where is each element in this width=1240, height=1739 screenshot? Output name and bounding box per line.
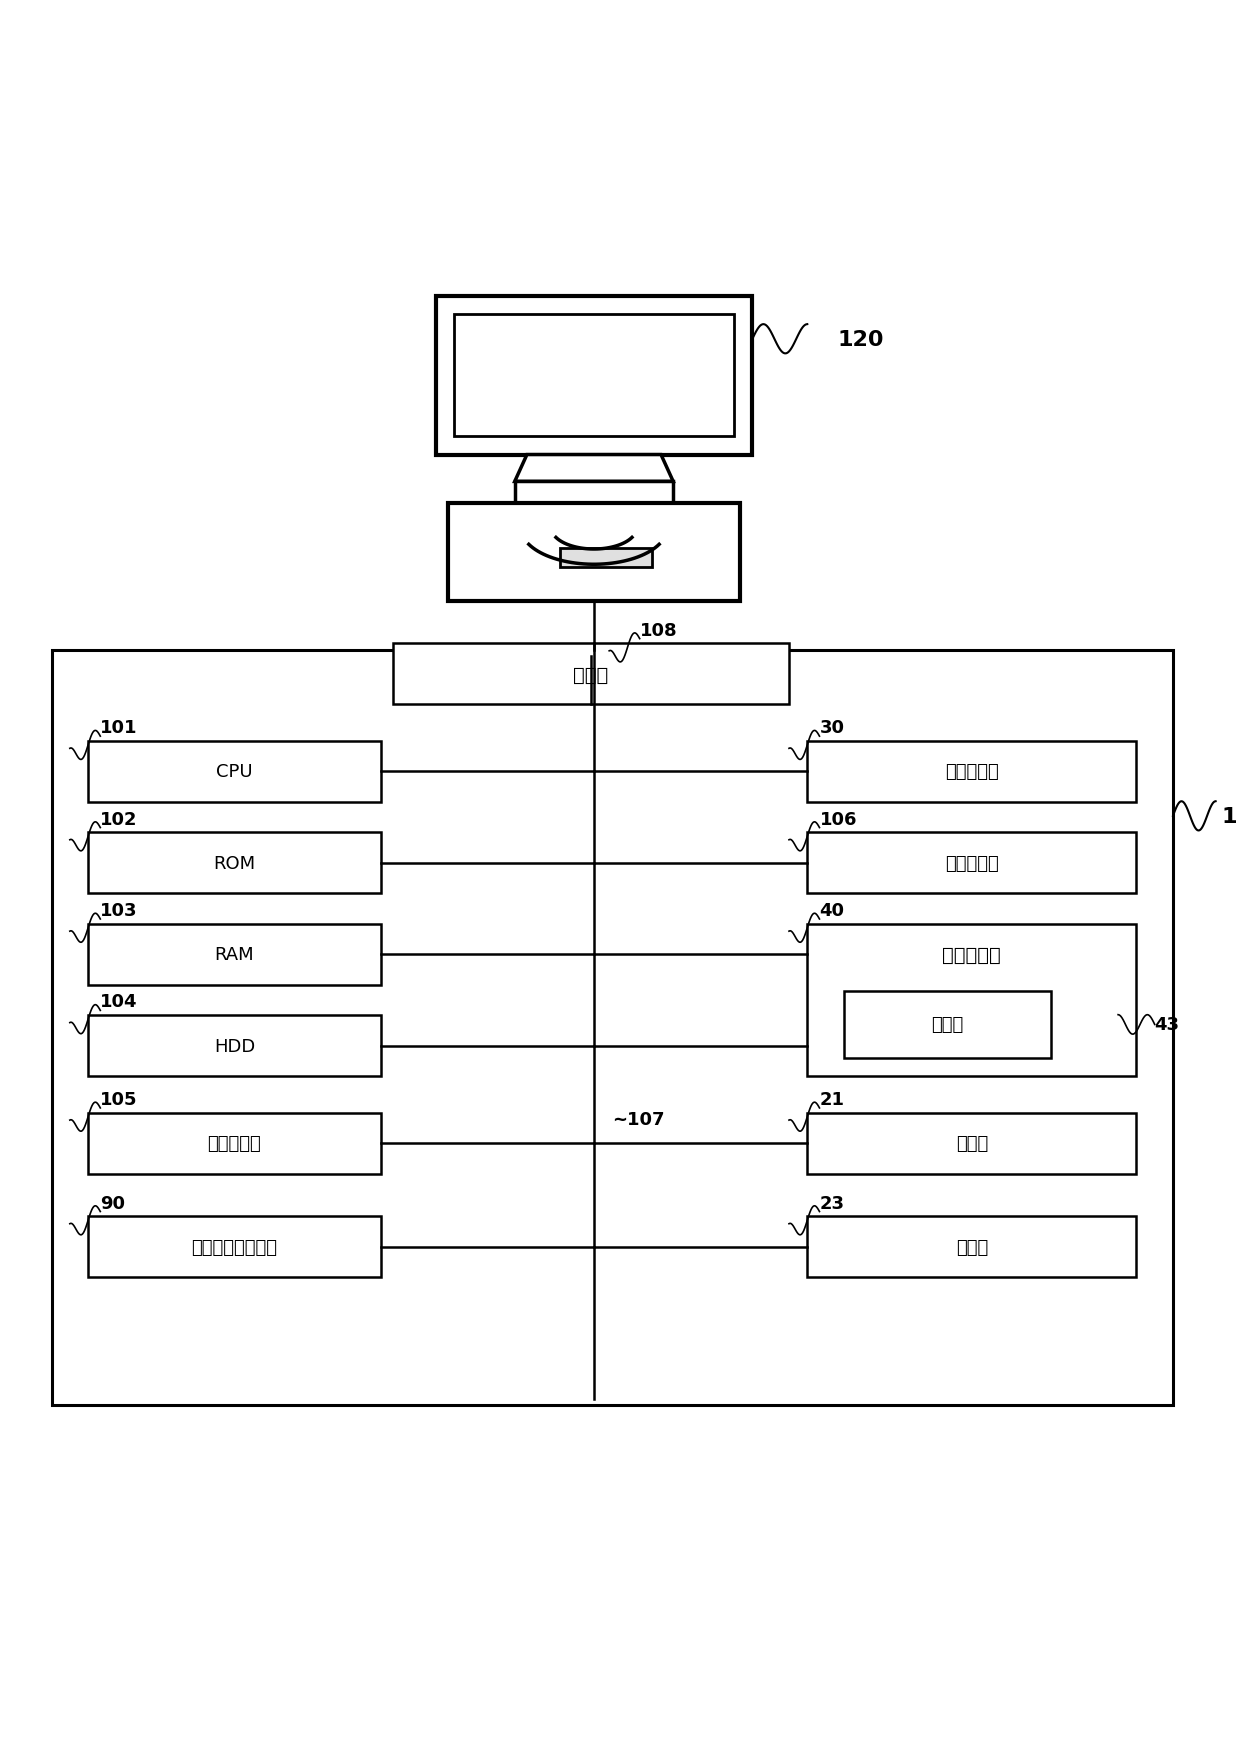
FancyBboxPatch shape: [52, 650, 1173, 1405]
Text: 输送部: 输送部: [956, 1238, 988, 1256]
FancyBboxPatch shape: [393, 643, 789, 704]
FancyBboxPatch shape: [435, 297, 753, 456]
FancyBboxPatch shape: [454, 315, 734, 436]
Text: 43: 43: [1154, 1016, 1179, 1033]
Text: 40: 40: [820, 901, 844, 920]
Polygon shape: [515, 456, 673, 482]
FancyBboxPatch shape: [88, 1217, 381, 1278]
Text: 23: 23: [820, 1195, 844, 1212]
Text: 120: 120: [838, 330, 884, 350]
Text: CPU: CPU: [216, 763, 253, 781]
Text: 108: 108: [640, 621, 677, 640]
Text: 21: 21: [820, 1090, 844, 1108]
Text: ~107: ~107: [613, 1109, 665, 1129]
Text: RAM: RAM: [215, 946, 254, 963]
FancyBboxPatch shape: [560, 550, 652, 567]
Text: 30: 30: [820, 718, 844, 737]
Text: 供纸部: 供纸部: [956, 1134, 988, 1153]
Text: ROM: ROM: [213, 854, 255, 873]
Text: 曝光部: 曝光部: [931, 1016, 963, 1033]
Text: 操作显示部: 操作显示部: [207, 1134, 262, 1153]
Text: 106: 106: [820, 810, 857, 828]
FancyBboxPatch shape: [88, 741, 381, 802]
Text: 图像形成部: 图像形成部: [942, 946, 1001, 963]
Text: 图像读取部: 图像读取部: [945, 763, 998, 781]
FancyBboxPatch shape: [88, 1016, 381, 1076]
FancyBboxPatch shape: [515, 482, 673, 504]
Text: 101: 101: [100, 718, 138, 737]
FancyBboxPatch shape: [807, 833, 1136, 894]
Polygon shape: [528, 537, 660, 565]
FancyBboxPatch shape: [88, 925, 381, 986]
Text: 90: 90: [100, 1195, 125, 1212]
Text: 104: 104: [100, 993, 138, 1010]
Text: 通信部: 通信部: [573, 664, 609, 683]
Text: 103: 103: [100, 901, 138, 920]
FancyBboxPatch shape: [807, 1217, 1136, 1278]
Text: HDD: HDD: [213, 1036, 255, 1056]
Text: 调色剂浓度传感器: 调色剂浓度传感器: [191, 1238, 278, 1256]
FancyBboxPatch shape: [844, 991, 1052, 1059]
FancyBboxPatch shape: [448, 504, 740, 602]
Text: 图像处理部: 图像处理部: [945, 854, 998, 873]
Text: 1: 1: [1221, 807, 1238, 826]
FancyBboxPatch shape: [88, 833, 381, 894]
Text: 102: 102: [100, 810, 138, 828]
FancyBboxPatch shape: [807, 925, 1136, 1076]
FancyBboxPatch shape: [807, 1113, 1136, 1174]
FancyBboxPatch shape: [88, 1113, 381, 1174]
FancyBboxPatch shape: [807, 741, 1136, 802]
Text: 105: 105: [100, 1090, 138, 1108]
